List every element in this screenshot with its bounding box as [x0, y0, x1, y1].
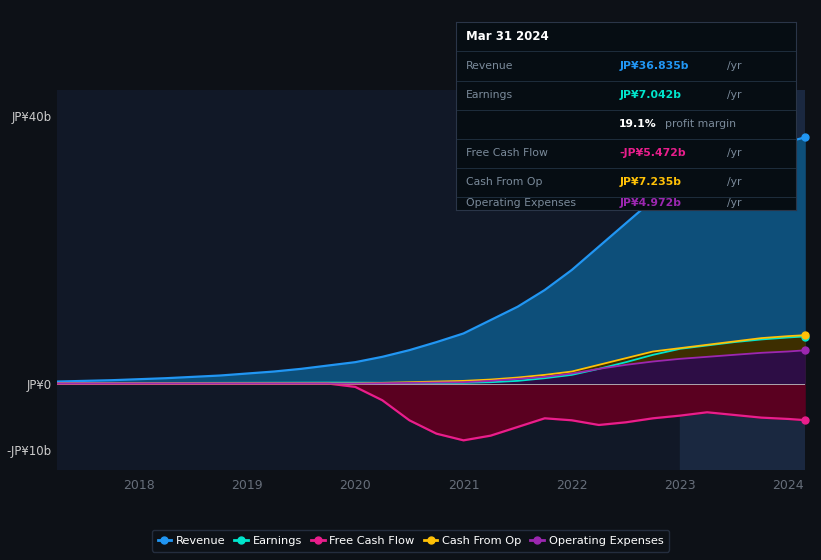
- Legend: Revenue, Earnings, Free Cash Flow, Cash From Op, Operating Expenses: Revenue, Earnings, Free Cash Flow, Cash …: [152, 530, 669, 552]
- Text: Operating Expenses: Operating Expenses: [466, 198, 576, 208]
- Text: 19.1%: 19.1%: [619, 119, 657, 129]
- Text: /yr: /yr: [727, 61, 741, 71]
- Text: Cash From Op: Cash From Op: [466, 177, 543, 187]
- Text: /yr: /yr: [727, 198, 741, 208]
- Text: /yr: /yr: [727, 177, 741, 187]
- Text: /yr: /yr: [727, 90, 741, 100]
- Text: JP¥36.835b: JP¥36.835b: [619, 61, 689, 71]
- Text: JP¥4.972b: JP¥4.972b: [619, 198, 681, 208]
- Text: Revenue: Revenue: [466, 61, 513, 71]
- Text: JP¥7.235b: JP¥7.235b: [619, 177, 681, 187]
- Bar: [680, 90, 805, 470]
- Text: -JP¥5.472b: -JP¥5.472b: [619, 148, 686, 158]
- Text: Earnings: Earnings: [466, 90, 513, 100]
- Text: /yr: /yr: [727, 148, 741, 158]
- Text: Mar 31 2024: Mar 31 2024: [466, 30, 548, 43]
- Text: profit margin: profit margin: [665, 119, 736, 129]
- Text: Free Cash Flow: Free Cash Flow: [466, 148, 548, 158]
- Text: JP¥7.042b: JP¥7.042b: [619, 90, 681, 100]
